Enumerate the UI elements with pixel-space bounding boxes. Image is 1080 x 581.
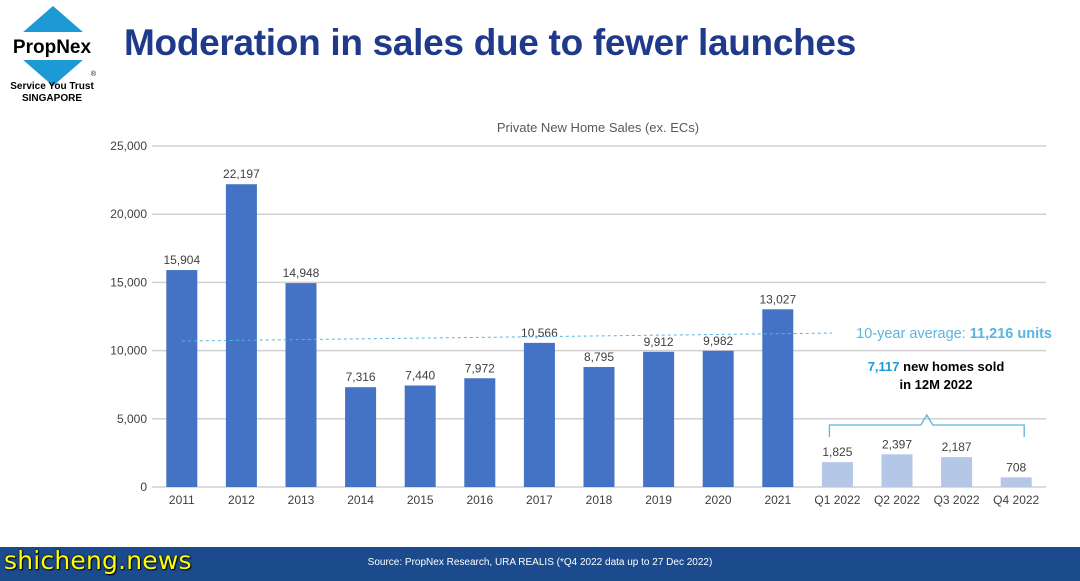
annotation-line1-rest: new homes sold (900, 359, 1005, 374)
y-axis: 0 5,000 10,000 15,000 20,000 25,000 (110, 139, 147, 494)
x-tick-label: Q2 2022 (874, 493, 920, 507)
bar-value-label: 708 (1006, 460, 1026, 474)
logo-registered: ® (91, 70, 97, 78)
x-tick-label: 2015 (407, 493, 434, 507)
bar-value-label: 9,912 (644, 335, 674, 349)
bar-value-label: 7,440 (405, 369, 435, 383)
average-line (181, 332, 833, 342)
logo-tagline: Service You Trust (10, 81, 94, 92)
chart-title: Private New Home Sales (ex. ECs) (497, 120, 699, 135)
y-tick-label: 15,000 (110, 275, 147, 289)
sales-bar-chart: Private New Home Sales (ex. ECs) 0 5,000 1… (110, 120, 1052, 507)
bar-value-label: 7,316 (346, 370, 376, 384)
bar-value-label: 22,197 (223, 167, 260, 181)
quarters-brace (828, 413, 1025, 437)
x-tick-label: 2016 (466, 493, 493, 507)
bar (523, 342, 555, 487)
x-tick-label: 2020 (705, 493, 732, 507)
bar (702, 350, 734, 487)
bar (583, 367, 615, 487)
x-tick-label: Q4 2022 (993, 493, 1039, 507)
y-tick-label: 10,000 (110, 344, 147, 358)
bar-value-label: 7,972 (465, 361, 495, 375)
bar (225, 184, 257, 487)
bar (941, 457, 973, 487)
average-label-value: 11,216 units (970, 326, 1052, 342)
bar-value-label: 9,982 (703, 334, 733, 348)
x-tick-label: 2018 (586, 493, 613, 507)
bar (285, 283, 317, 487)
x-tick-label: 2012 (228, 493, 255, 507)
average-label-prefix: 10-year average: (856, 326, 970, 342)
propnex-logo: PropNex ® Service You Trust SINGAPORE (5, 6, 99, 104)
annotation-line1: 7,117 new homes sold (868, 359, 1005, 374)
footer-bar: Source: PropNex Research, URA REALIS (*Q… (0, 547, 1080, 581)
annotation-highlight: 7,117 (868, 359, 900, 374)
x-tick-label: Q1 2022 (814, 493, 860, 507)
y-tick-label: 0 (140, 480, 147, 494)
bar (821, 462, 853, 487)
site-watermark: shicheng.news (4, 546, 192, 575)
y-tick-label: 20,000 (110, 207, 147, 221)
bar (464, 378, 496, 487)
bar-value-label: 10,566 (521, 326, 558, 340)
bar (881, 454, 913, 487)
x-tick-label: 2017 (526, 493, 553, 507)
annotations: 10-year average: 11,216 units 7,117 new … (181, 326, 1052, 437)
bars: 15,904 22,197 14,948 7,316 7,440 7,972 10,566 8… (163, 167, 1032, 487)
x-tick-label: 2019 (645, 493, 672, 507)
bar-value-label: 2,187 (942, 440, 972, 454)
x-tick-label: 2011 (169, 493, 195, 507)
bar-value-label: 8,795 (584, 350, 614, 364)
bar (345, 387, 377, 487)
x-tick-label: 2021 (764, 493, 791, 507)
bar-value-label: 2,397 (882, 437, 912, 451)
bar (1000, 477, 1032, 487)
bar-value-label: 14,948 (283, 266, 320, 280)
x-tick-label: 2014 (347, 493, 374, 507)
y-tick-label: 5,000 (117, 412, 147, 426)
bar-value-label: 1,825 (822, 445, 852, 459)
bar (762, 309, 794, 487)
bar (166, 270, 198, 487)
annotation-line2: in 12M 2022 (900, 377, 973, 392)
x-tick-label: Q3 2022 (934, 493, 980, 507)
bar-value-label: 15,904 (163, 253, 200, 267)
logo-brand: PropNex (13, 37, 92, 58)
y-tick-label: 25,000 (110, 139, 147, 153)
source-note: Source: PropNex Research, URA REALIS (*Q… (367, 557, 713, 568)
slide-title: Moderation in sales due to fewer launche… (124, 22, 856, 63)
x-axis: 2011 2012 2013 2014 2015 2016 2017 2018 2019 2020… (169, 493, 1040, 507)
logo-region: SINGAPORE (22, 93, 82, 104)
bar (643, 351, 675, 487)
x-tick-label: 2013 (288, 493, 315, 507)
average-label: 10-year average: 11,216 units (856, 326, 1052, 342)
bar (404, 385, 436, 487)
bar-value-label: 13,027 (759, 292, 796, 306)
